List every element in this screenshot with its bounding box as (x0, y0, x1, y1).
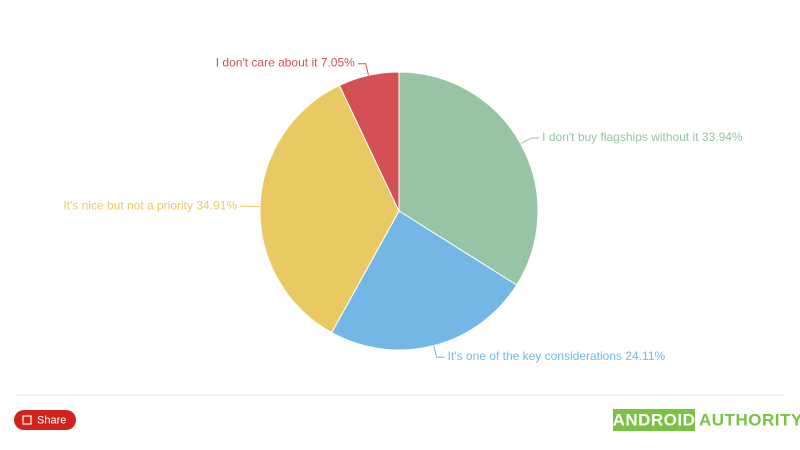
pie-slice (331, 210, 518, 351)
share-icon (22, 415, 32, 425)
pie-slice (338, 71, 400, 212)
brand-a: ANDROID (613, 410, 696, 429)
slice-value: 34.91% (196, 198, 237, 212)
slice-value: 33.94% (702, 130, 743, 144)
slice-category: I don't buy flagships without it (542, 130, 699, 144)
slice-category: I don't care about it (216, 56, 318, 70)
leader-line (433, 345, 445, 358)
slice-value: 24.11% (625, 349, 665, 363)
slice-value: 7.05% (321, 56, 355, 70)
slice-label: I don't buy flagships without it 33.94% (542, 130, 743, 144)
slice-label: It's one of the key considerations 24.11… (448, 349, 666, 363)
share-label[interactable]: Share (37, 414, 66, 426)
brand-b: AUTHORITY (699, 410, 800, 429)
leader-line (520, 137, 540, 145)
share-button[interactable]: Share (14, 410, 76, 430)
brand-logo: ANDROID AUTHORITY (613, 409, 800, 431)
slice-label: I don't care about it 7.05% (216, 56, 355, 70)
leader-line (357, 63, 369, 76)
brand-box (613, 409, 695, 431)
share-bg[interactable] (14, 410, 76, 430)
pie-slice (398, 71, 539, 286)
slice-label: It's nice but not a priority 34.91% (63, 198, 237, 212)
slice-category: It's one of the key considerations (448, 349, 622, 363)
slice-category: It's nice but not a priority (63, 198, 193, 212)
